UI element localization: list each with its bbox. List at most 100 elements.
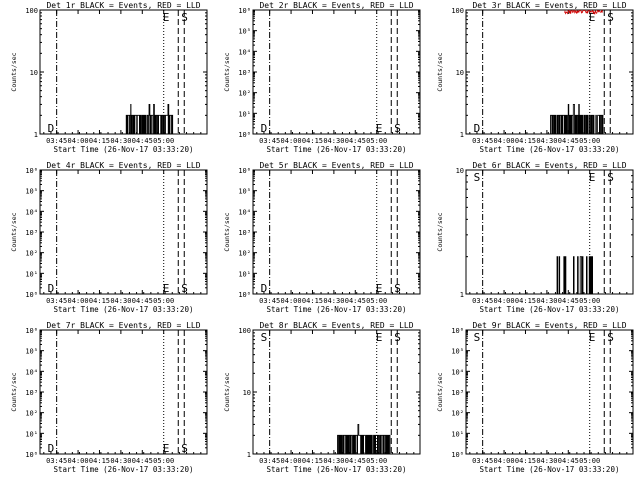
marker-right-e: E (589, 171, 596, 184)
panel-det-7: Det 7r BLACK = Events, RED = LLD 10⁰ 10¹ 10… (10, 321, 208, 474)
x-tick-label: 04:45 (132, 137, 153, 145)
events-trace (125, 104, 174, 135)
x-tick-label: 04:45 (558, 457, 579, 465)
x-tick-label: 04:00 (281, 297, 302, 305)
x-tick-label: 04:45 (345, 457, 366, 465)
panel-det-9: Det 9r BLACK = Events, RED = LLD 10⁰ 10¹ 10… (436, 321, 634, 474)
x-tick-label: 04:15 (302, 297, 323, 305)
x-tick-label: 04:00 (68, 457, 89, 465)
plot-frame (465, 9, 634, 135)
x-tick-label: 03:45 (472, 297, 493, 305)
x-tick-label: 04:15 (302, 137, 323, 145)
x-tick-label: 05:00 (153, 137, 174, 145)
y-tick-label: 10 (456, 69, 464, 77)
marker-right-s: S (181, 11, 188, 24)
x-tick-label: 05:00 (579, 137, 600, 145)
x-tick-label: 03:45 (259, 457, 280, 465)
x-tick-label: 04:30 (536, 137, 557, 145)
panel-title: Det 7r BLACK = Events, RED = LLD (46, 321, 200, 330)
y-tick-label: 10⁴ (238, 208, 251, 216)
y-tick-label: 10⁰ (238, 131, 251, 139)
y-tick-label: 1 (460, 291, 464, 299)
y-tick-label: 1 (460, 131, 464, 139)
y-tick-label: 10² (25, 410, 38, 418)
x-tick-label: 05:00 (366, 457, 387, 465)
plot-frame (252, 329, 421, 455)
marker-right-e: E (163, 442, 170, 455)
marker-left: D (474, 122, 481, 135)
x-axis-label: Start Time (26-Nov-17 03:33:20) (54, 305, 194, 314)
x-tick-label: 04:45 (132, 457, 153, 465)
y-axis-label: Counts/sec (10, 212, 18, 251)
y-axis-label: Counts/sec (10, 372, 18, 411)
x-tick-label: 04:30 (110, 457, 131, 465)
x-axis-label: Start Time (26-Nov-17 03:33:20) (480, 145, 620, 154)
panel-title: Det 8r BLACK = Events, RED = LLD (259, 321, 413, 330)
y-tick-label: 100 (238, 327, 251, 335)
marker-right-e: E (376, 122, 383, 135)
marker-right-s: S (394, 122, 401, 135)
x-tick-label: 04:30 (323, 137, 344, 145)
y-axis-label: Counts/sec (10, 52, 18, 91)
y-tick-label: 10⁰ (238, 291, 251, 299)
y-tick-label: 10² (25, 250, 38, 258)
y-tick-label: 10³ (25, 229, 38, 237)
marker-right-e: E (163, 11, 170, 24)
y-axis-label: Counts/sec (436, 212, 444, 251)
x-tick-label: 04:30 (536, 297, 557, 305)
panel-det-8: Det 8r BLACK = Events, RED = LLD 1 10 100 Co… (223, 321, 421, 474)
x-tick-label: 03:45 (259, 297, 280, 305)
y-tick-label: 100 (451, 7, 464, 15)
x-axis-label: Start Time (26-Nov-17 03:33:20) (267, 145, 407, 154)
y-tick-label: 10 (243, 389, 251, 397)
y-tick-label: 10⁴ (25, 368, 38, 376)
x-tick-label: 04:45 (558, 137, 579, 145)
plot-frame (39, 9, 208, 135)
x-tick-label: 04:15 (89, 297, 110, 305)
y-tick-label: 1 (34, 131, 38, 139)
panel-title: Det 3r BLACK = Events, RED = LLD (472, 1, 626, 10)
x-tick-label: 04:15 (515, 457, 536, 465)
marker-right-e: E (376, 331, 383, 344)
x-tick-label: 04:00 (494, 137, 515, 145)
panel-det-3: Det 3r BLACK = Events, RED = LLD 1 10 100 Co… (436, 1, 634, 154)
plot-frame (465, 329, 634, 455)
x-tick-label: 05:00 (366, 297, 387, 305)
y-tick-label: 10 (456, 167, 464, 175)
marker-left: S (474, 331, 481, 344)
marker-right-s: S (607, 331, 614, 344)
y-tick-label: 10¹ (25, 270, 38, 278)
x-axis-label: Start Time (26-Nov-17 03:33:20) (480, 465, 620, 474)
x-tick-label: 04:30 (110, 297, 131, 305)
panel-det-2: Det 2r BLACK = Events, RED = LLD 10⁰ 10¹ 10… (223, 1, 421, 154)
plot-frame (465, 169, 634, 295)
marker-right-s: S (181, 442, 188, 455)
y-tick-label: 10⁵ (25, 188, 38, 196)
marker-left: S (261, 331, 268, 344)
y-tick-label: 10⁰ (451, 451, 464, 459)
x-tick-label: 04:15 (302, 457, 323, 465)
y-tick-label: 10⁵ (238, 28, 251, 36)
x-tick-label: 04:30 (323, 297, 344, 305)
x-tick-label: 03:45 (472, 137, 493, 145)
marker-left: D (261, 282, 268, 295)
x-tick-label: 03:45 (259, 137, 280, 145)
y-axis-label: Counts/sec (223, 212, 231, 251)
panel-det-5: Det 5r BLACK = Events, RED = LLD 10⁰ 10¹ 10… (223, 161, 421, 314)
marker-right-s: S (181, 282, 188, 295)
panel-title: Det 5r BLACK = Events, RED = LLD (259, 161, 413, 170)
x-tick-label: 04:45 (345, 297, 366, 305)
x-axis-label: Start Time (26-Nov-17 03:33:20) (54, 465, 194, 474)
events-trace (336, 424, 391, 455)
x-tick-label: 04:00 (281, 137, 302, 145)
y-tick-label: 10⁵ (238, 188, 251, 196)
y-tick-label: 10⁶ (25, 167, 38, 175)
x-tick-label: 03:45 (46, 457, 67, 465)
marker-right-e: E (589, 11, 596, 24)
panel-title: Det 9r BLACK = Events, RED = LLD (472, 321, 626, 330)
y-tick-label: 10³ (25, 389, 38, 397)
x-tick-label: 04:45 (558, 297, 579, 305)
y-tick-label: 100 (25, 7, 38, 15)
y-tick-label: 10⁴ (451, 368, 464, 376)
x-tick-label: 03:45 (46, 137, 67, 145)
